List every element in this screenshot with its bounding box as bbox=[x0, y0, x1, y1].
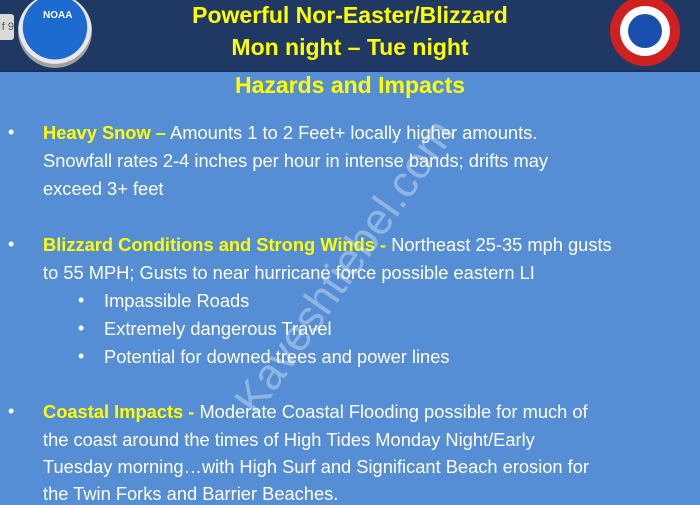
sub-bullet-2: Extremely dangerous Travel bbox=[104, 318, 332, 339]
sub-bullet-icon: • bbox=[78, 318, 85, 338]
bullet-3-line-2: the coast around the times of High Tides… bbox=[43, 429, 535, 450]
page-indicator[interactable]: f 9 bbox=[0, 14, 14, 40]
noaa-logo-text: NOAA bbox=[43, 10, 73, 21]
sub-bullet-1: Impassible Roads bbox=[104, 290, 250, 311]
bullet-icon: • bbox=[8, 122, 15, 142]
bullet-3-line-1: Coastal Impacts - Moderate Coastal Flood… bbox=[43, 401, 588, 422]
bullet-icon: • bbox=[8, 401, 15, 421]
bullet-1-line-3: exceed 3+ feet bbox=[43, 178, 164, 199]
bullet-1-line-1: Heavy Snow – Amounts 1 to 2 Feet+ locall… bbox=[43, 122, 538, 143]
bullet-icon: • bbox=[8, 234, 15, 254]
bullet-3-line-3: Tuesday morning…with High Surf and Signi… bbox=[43, 456, 590, 477]
bullet-1-line-2: Snowfall rates 2-4 inches per hour in in… bbox=[43, 150, 549, 171]
bullet-2-line-2: to 55 MPH; Gusts to near hurricane force… bbox=[43, 262, 535, 283]
nws-logo bbox=[610, 0, 680, 66]
sub-bullet-icon: • bbox=[78, 290, 85, 310]
slide-header bbox=[0, 0, 700, 72]
subtitle: Hazards and Impacts bbox=[234, 72, 466, 98]
noaa-logo: NOAA bbox=[18, 0, 92, 68]
bullet-3-line-4: the Twin Forks and Barrier Beaches. bbox=[43, 483, 339, 504]
sub-bullet-icon: • bbox=[78, 346, 85, 366]
title-line-1: Powerful Nor-Easter/Blizzard bbox=[192, 2, 508, 28]
bullet-2-line-1: Blizzard Conditions and Strong Winds - N… bbox=[43, 234, 612, 255]
title-line-2: Mon night – Tue night bbox=[231, 34, 469, 60]
sub-bullet-3: Potential for downed trees and power lin… bbox=[104, 346, 450, 367]
